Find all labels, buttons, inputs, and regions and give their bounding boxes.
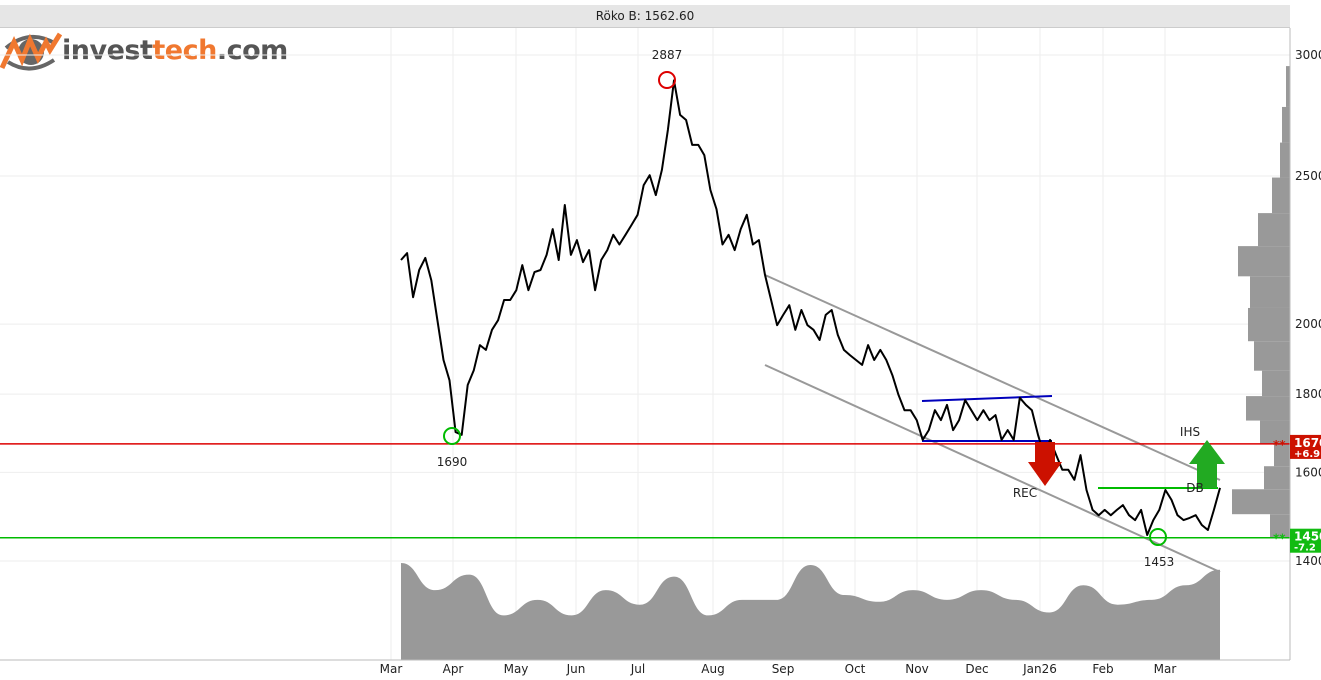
x-tick-label: May <box>504 662 529 676</box>
volume-profile-bar <box>1262 370 1290 397</box>
low-marker-circle <box>443 427 461 445</box>
x-tick-label: Dec <box>965 662 988 676</box>
volume-profile-bar <box>1270 514 1290 538</box>
x-tick-label: Apr <box>443 662 464 676</box>
support-value: 1450 <box>1294 530 1321 544</box>
volume-profile-bar <box>1282 106 1290 143</box>
x-tick-label: Jun <box>566 662 586 676</box>
high-label: 2887 <box>652 48 683 62</box>
volume-profile-bar <box>1264 466 1290 490</box>
x-tick-label: Jan26 <box>1022 662 1057 676</box>
low-marker-circle <box>1149 528 1167 546</box>
y-tick-label: 2500 <box>1295 169 1321 183</box>
db-label: DB <box>1186 481 1203 495</box>
rectangle-top-line <box>921 395 1053 402</box>
ihs-label: IHS <box>1180 425 1200 439</box>
annotations: 2887 1690 1453 REC IHS DB <box>437 48 1225 569</box>
volume-profile-bar <box>1272 177 1290 214</box>
support-change: -7.2 <box>1294 543 1316 554</box>
investtech-logo: invest tech .com <box>0 28 288 72</box>
x-tick-label: Sep <box>772 662 795 676</box>
price-line <box>400 79 1221 536</box>
buy-arrow-icon <box>1189 440 1225 488</box>
y-tick-label: 1800 <box>1295 387 1321 401</box>
y-tick-label: 1400 <box>1295 554 1321 568</box>
logo-text-tech: tech <box>152 34 217 66</box>
volume-profile-bar <box>1286 66 1290 107</box>
volume-profile-bar <box>1258 213 1290 247</box>
low-label: 1690 <box>437 455 468 469</box>
volume-profile-bar <box>1254 341 1290 371</box>
volume-profile-bar <box>1260 420 1290 445</box>
logo-icon <box>0 32 62 71</box>
x-tick-label: Aug <box>701 662 724 676</box>
x-tick-label: Feb <box>1092 662 1113 676</box>
support-stars: ** <box>1273 532 1286 546</box>
volume-profile-bar <box>1280 142 1290 178</box>
grid <box>0 28 1290 660</box>
logo-text-invest: invest <box>62 34 153 66</box>
trend-lines <box>0 274 1290 573</box>
high-marker-circle <box>658 71 676 89</box>
resistance-stars: ** <box>1273 438 1286 452</box>
channel-upper-line <box>764 274 1221 481</box>
x-tick-label: Mar <box>380 662 403 676</box>
x-tick-label: Oct <box>845 662 866 676</box>
volume-profile-bar <box>1250 276 1290 308</box>
resistance-change: +6.9 <box>1294 449 1320 460</box>
y-tick-label: 1600 <box>1295 465 1321 479</box>
volume-profile <box>1232 66 1290 538</box>
support-tag <box>1290 528 1321 553</box>
resistance-tag <box>1290 434 1321 459</box>
x-tick-label: Mar <box>1154 662 1177 676</box>
resistance-value: 1670 <box>1294 436 1321 450</box>
volume-profile-bar <box>1232 489 1290 515</box>
volume-area <box>401 563 1220 660</box>
volume-profile-bar <box>1246 396 1290 421</box>
y-tick-label: 2000 <box>1295 317 1321 331</box>
axes: 3000 2500 2000 1800 1600 1400 Mar Apr May Jun Jul A… <box>0 28 1321 676</box>
volume-area-shape <box>401 563 1220 660</box>
low-label: 1453 <box>1144 555 1175 569</box>
volume-profile-bar <box>1274 444 1290 467</box>
chart-title: Röko B: 1562.60 <box>595 9 695 23</box>
x-tick-label: Jul <box>630 662 645 676</box>
chart-title-bar: Röko B: 1562.60 <box>0 5 1290 28</box>
rec-label: REC <box>1013 486 1037 500</box>
volume-profile-bar <box>1248 307 1290 342</box>
price-series <box>400 79 1221 536</box>
y-tick-label: 3000 <box>1295 48 1321 62</box>
x-tick-label: Nov <box>905 662 928 676</box>
logo-text-com: .com <box>216 34 288 66</box>
sell-arrow-icon <box>1028 442 1062 486</box>
volume-profile-bar <box>1238 246 1290 277</box>
